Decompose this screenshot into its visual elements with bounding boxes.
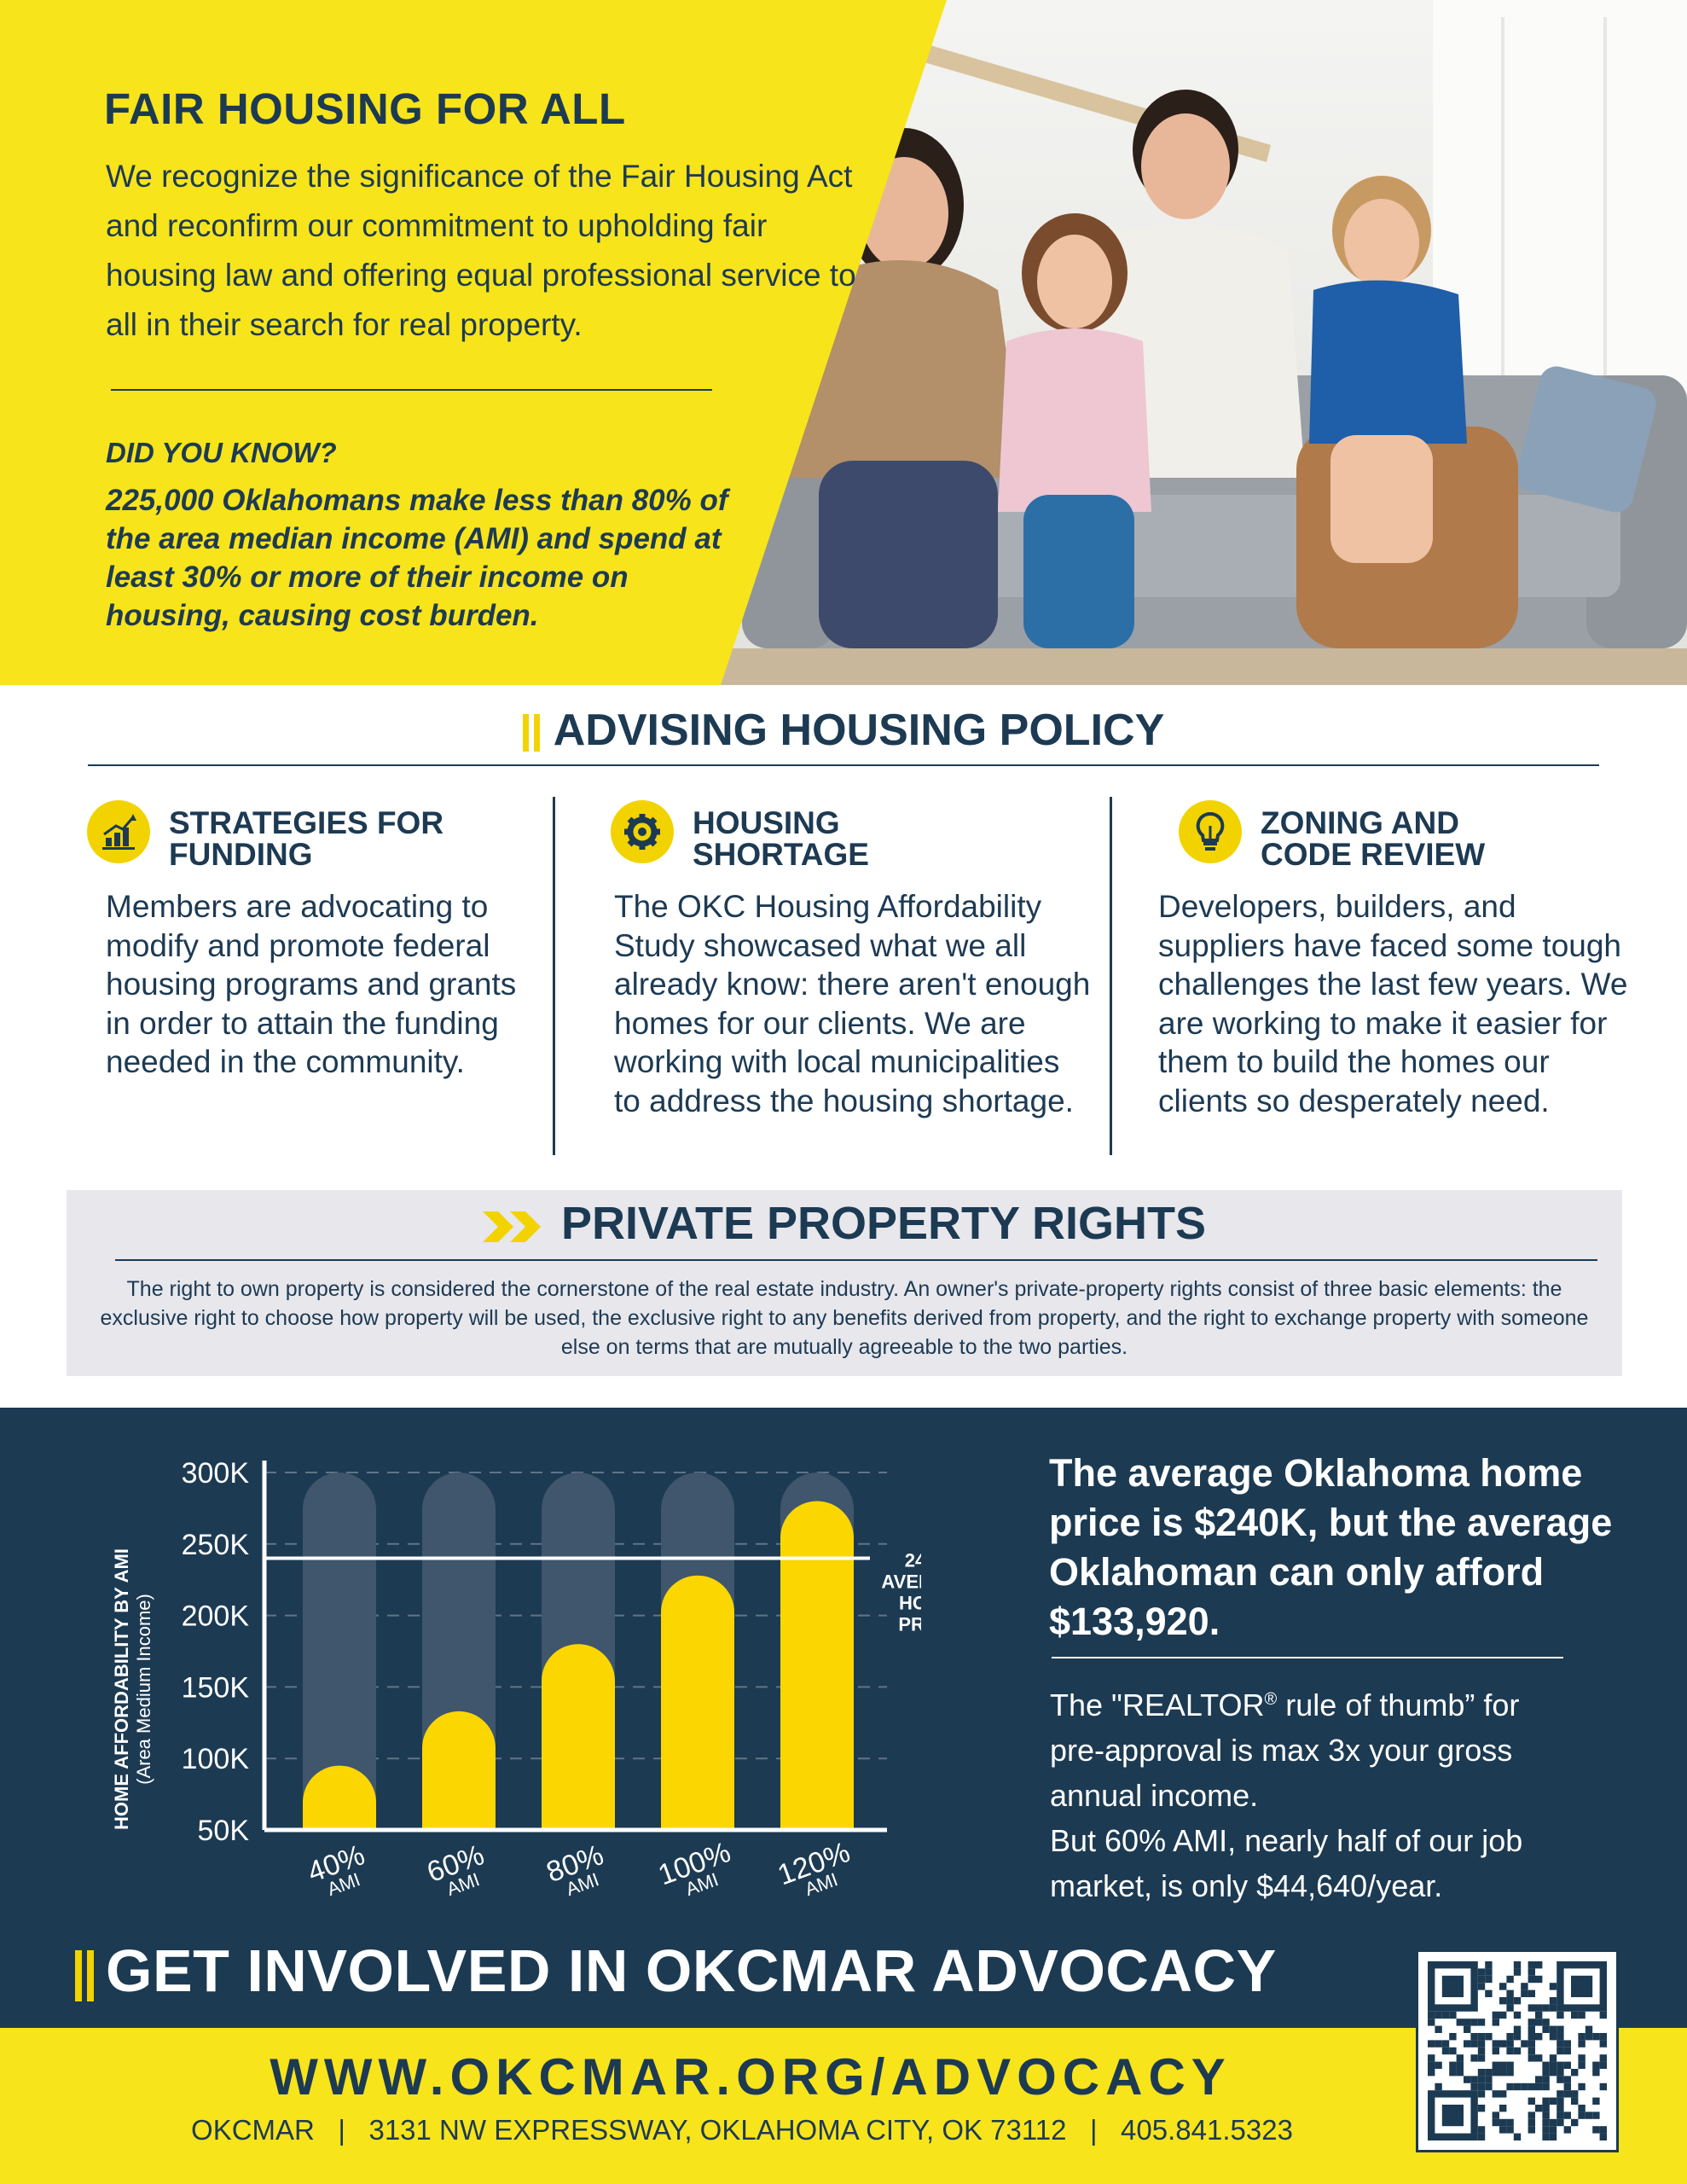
- x-tick-label: 40%AMI: [304, 1838, 369, 1900]
- reference-label: PRICE: [898, 1614, 921, 1635]
- reference-label: 240K: [905, 1550, 921, 1571]
- double-bar-icon: [75, 1949, 82, 2001]
- contact-address: OKCMAR | 3131 NW EXPRESSWAY, OKLAHOMA CI…: [191, 2114, 1293, 2146]
- reference-label: HOME: [899, 1593, 921, 1614]
- x-tick-label: 120%AMI: [774, 1836, 855, 1900]
- did-you-know-body: 225,000 Oklahomans make less than 80% of…: [106, 484, 728, 632]
- y-tick-label: 100K: [182, 1743, 250, 1775]
- stats-body-line2: But 60% AMI, nearly half of our job mark…: [1050, 1823, 1523, 1903]
- column-separator: [1110, 797, 1112, 1155]
- col-title-shortage: HOUSING SHORTAGE: [693, 805, 869, 872]
- double-bar-icon: [522, 714, 529, 752]
- data-bar: [661, 1575, 734, 1830]
- yellow-panel: [0, 0, 947, 685]
- data-bar: [303, 1765, 376, 1830]
- hero-divider: [111, 389, 712, 391]
- x-tick-label: 80%AMI: [542, 1838, 608, 1900]
- private-property-divider: [115, 1259, 1597, 1261]
- col-body-funding: Members are advocating to modify and pro…: [106, 889, 517, 1079]
- private-property-body: The right to own property is considered …: [100, 1277, 1589, 1359]
- footer-band: [0, 2028, 1687, 2184]
- col-title-zoning: ZONING AND CODE REVIEW: [1261, 805, 1486, 872]
- advising-heading: ADVISING HOUSING POLICY: [0, 705, 1687, 756]
- hero-title: FAIR HOUSING FOR ALL: [104, 84, 626, 133]
- chart-y-axis-label: HOME AFFORDABILITY BY AMI: [111, 1548, 132, 1830]
- column-separator: [553, 797, 555, 1155]
- col-body-shortage: The OKC Housing Affordability Study show…: [614, 889, 1091, 1118]
- advising-divider: [88, 764, 1599, 766]
- data-bar: [422, 1711, 496, 1830]
- stats-body-part: The "REALTOR: [1050, 1687, 1265, 1722]
- y-tick-label: 300K: [182, 1457, 250, 1490]
- col-body-zoning: Developers, builders, and suppliers have…: [1158, 889, 1628, 1118]
- bar-track: [303, 1472, 376, 1830]
- double-bar-icon: [87, 1949, 94, 2001]
- hero-section: FAIR HOUSING FOR ALL We recognize the si…: [0, 0, 1687, 685]
- private-property-heading-text: PRIVATE PROPERTY RIGHTS: [560, 1198, 1207, 1249]
- advising-heading-text: ADVISING HOUSING POLICY: [553, 706, 1165, 755]
- lightbulb-icon: [1179, 800, 1242, 863]
- family-house-photo: [597, 0, 1687, 685]
- x-tick-label: 60%AMI: [423, 1838, 489, 1900]
- double-bar-icon: [533, 714, 540, 752]
- double-chevron-icon: [482, 1211, 541, 1242]
- reference-label: AVERAGE: [881, 1571, 921, 1593]
- data-bar: [780, 1501, 854, 1830]
- chart-y-axis-sublabel: (Area Medium Income): [133, 1594, 154, 1785]
- private-property-panel: [67, 1190, 1622, 1376]
- y-tick-label: 150K: [182, 1671, 250, 1704]
- col-title-funding: STRATEGIES FOR FUNDING: [169, 805, 444, 872]
- affordability-chart: 300K 250K 200K 150K 100K 50K 40%AMI 60%AMI 80%A…: [111, 1457, 921, 1900]
- qr-code-icon[interactable]: [1416, 1949, 1619, 2152]
- advocacy-url-link[interactable]: WWW.OKCMAR.ORG/ADVOCACY: [270, 2048, 1232, 2106]
- stats-body: The "REALTOR® rule of thumb” for pre-app…: [1050, 1677, 1630, 1908]
- data-bar: [542, 1644, 615, 1830]
- get-involved-text: GET INVOLVED IN OKCMAR ADVOCACY: [106, 1937, 1277, 2004]
- hero-intro-text: We recognize the significance of the Fai…: [106, 159, 856, 342]
- y-tick-label: 250K: [182, 1529, 250, 1561]
- stats-body-part: rule of thumb” for pre-approval is max 3…: [1050, 1687, 1520, 1813]
- registered-mark: ®: [1264, 1690, 1278, 1709]
- y-tick-label: 50K: [198, 1815, 250, 1847]
- x-tick-label: 100%AMI: [654, 1836, 735, 1900]
- stats-headline: The average Oklahoma home price is $240K…: [1049, 1451, 1613, 1643]
- gear-icon: [611, 800, 674, 863]
- get-involved-heading: GET INVOLVED IN OKCMAR ADVOCACY: [75, 1937, 1277, 2005]
- did-you-know-heading: DID YOU KNOW?: [106, 437, 337, 468]
- private-property-heading: PRIVATE PROPERTY RIGHTS: [0, 1197, 1687, 1250]
- stats-divider: [1052, 1657, 1563, 1658]
- growth-chart-icon: [87, 800, 150, 863]
- y-tick-label: 200K: [182, 1600, 250, 1633]
